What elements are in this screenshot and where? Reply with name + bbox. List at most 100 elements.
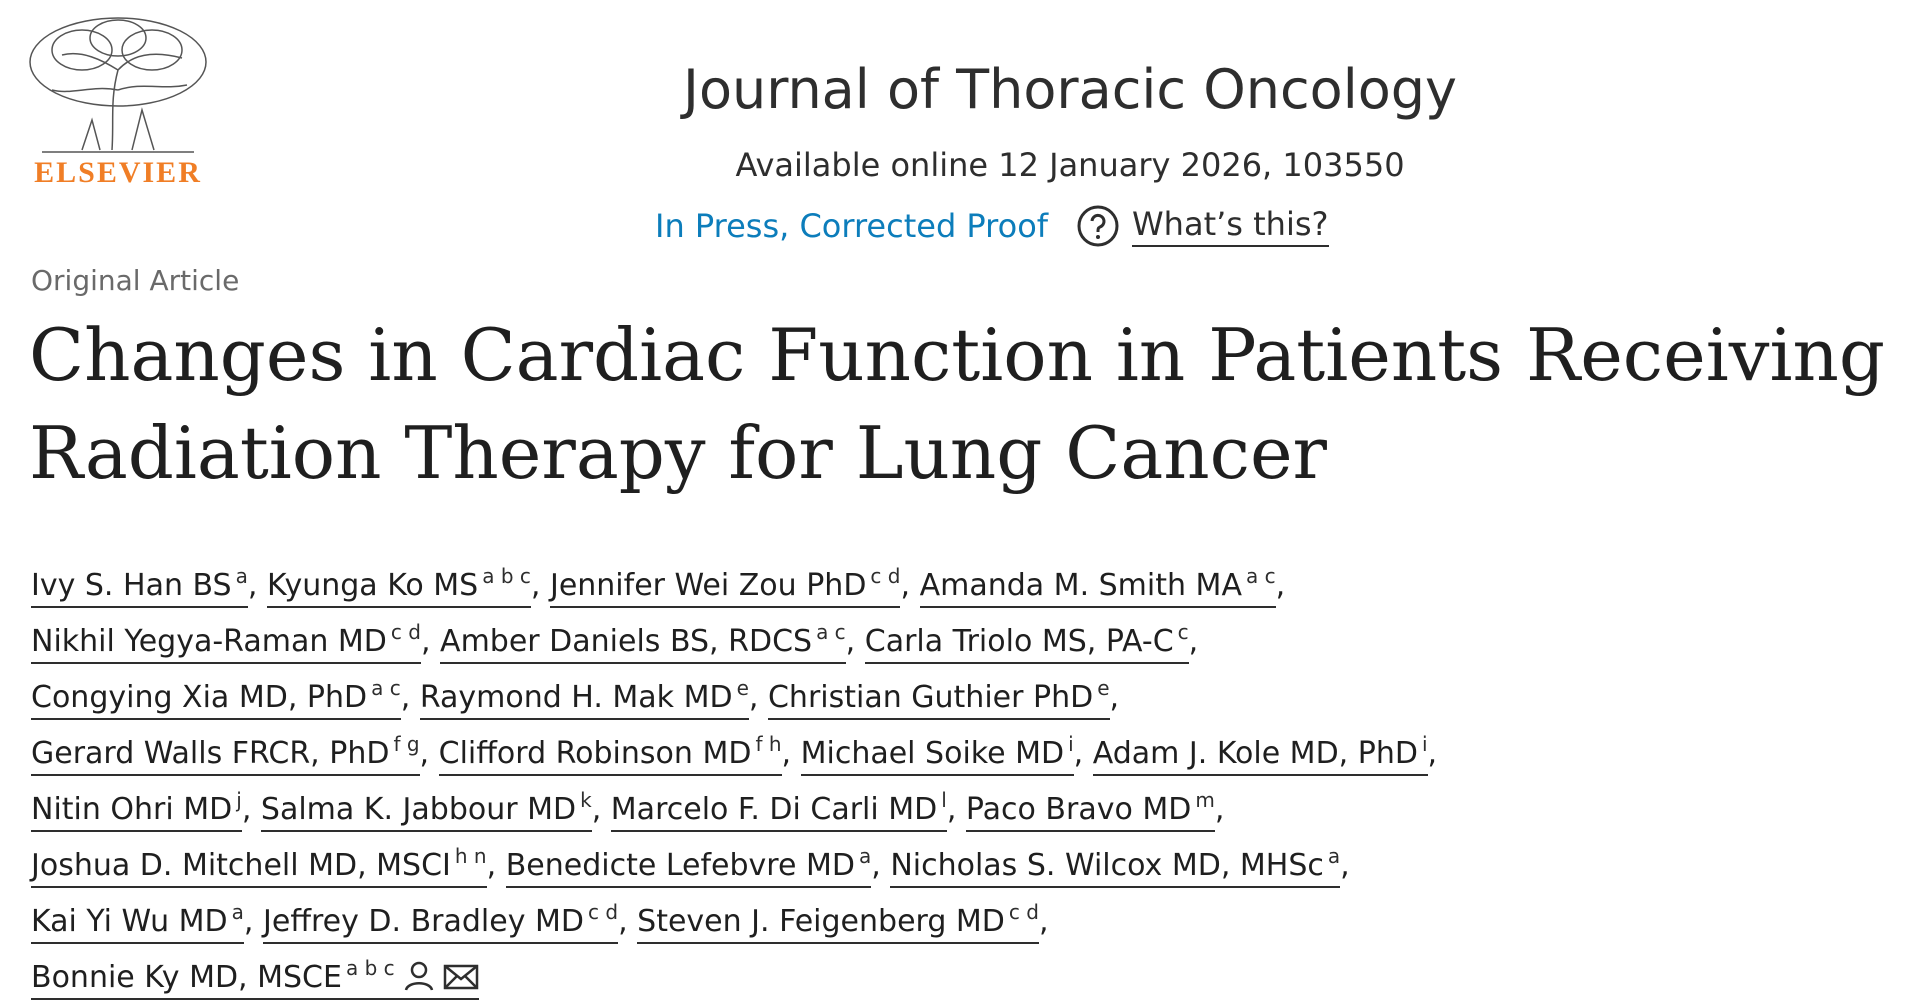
help-icon bbox=[1077, 205, 1119, 247]
author-line: Nitin Ohri MDj Salma K. Jabbour MDk Marc… bbox=[31, 772, 1437, 832]
journal-title[interactable]: Journal of Thoracic Oncology bbox=[683, 58, 1457, 121]
author-link[interactable]: Jennifer Wei Zou PhD c d bbox=[549, 564, 901, 608]
status-row: In Press, Corrected Proof What’s this? bbox=[655, 204, 1329, 248]
author-link[interactable]: Adam J. Kole MD, PhD i bbox=[1092, 732, 1428, 776]
article-title: Changes in Cardiac Function in Patients … bbox=[29, 313, 1885, 495]
author-link[interactable]: Ivy S. Han BS a bbox=[31, 564, 248, 608]
author-affiliations: e bbox=[736, 676, 749, 700]
author-link[interactable]: Amanda M. Smith MA a c bbox=[919, 564, 1276, 608]
author-name[interactable]: Amber Daniels BS, RDCS bbox=[440, 624, 813, 659]
author-entry: Benedicte Lefebvre MD a bbox=[505, 844, 881, 888]
author-link[interactable]: Gerard Walls FRCR, PhD f g bbox=[31, 732, 420, 776]
publisher-logo[interactable]: ELSEVIER bbox=[22, 10, 214, 190]
author-affiliations: c bbox=[1177, 620, 1189, 644]
author-entry: Jeffrey D. Bradley MD c d bbox=[263, 900, 628, 944]
author-name[interactable]: Nicholas S. Wilcox MD, MHSc bbox=[890, 848, 1324, 883]
author-affiliations: l bbox=[941, 788, 947, 812]
author-link[interactable]: Kyunga Ko MS a b c bbox=[266, 564, 531, 608]
author-name[interactable]: Nikhil Yegya-Raman MD bbox=[31, 624, 387, 659]
author-affiliations: a c bbox=[1245, 564, 1276, 588]
author-affiliations: a bbox=[1327, 844, 1341, 868]
author-name[interactable]: Kai Yi Wu MD bbox=[31, 904, 228, 939]
author-entry: Adam J. Kole MD, PhD i bbox=[1092, 732, 1437, 776]
author-link[interactable]: Christian Guthier PhD e bbox=[767, 676, 1110, 720]
author-link[interactable]: Congying Xia MD, PhD a c bbox=[31, 676, 401, 720]
author-affiliations: c d bbox=[1008, 900, 1039, 924]
author-line: Kai Yi Wu MDa Jeffrey D. Bradley MDc d S… bbox=[31, 884, 1437, 944]
author-name[interactable]: Benedicte Lefebvre MD bbox=[505, 848, 855, 883]
author-name[interactable]: Jennifer Wei Zou PhD bbox=[549, 568, 867, 603]
author-line: Nikhil Yegya-Raman MDc d Amber Daniels B… bbox=[31, 604, 1437, 664]
author-name[interactable]: Paco Bravo MD bbox=[965, 792, 1192, 827]
author-link[interactable]: Nicholas S. Wilcox MD, MHSc a bbox=[890, 844, 1341, 888]
author-entry: Clifford Robinson MD f h bbox=[438, 732, 791, 776]
author-affiliations: a c bbox=[371, 676, 401, 700]
author-link[interactable]: Michael Soike MD i bbox=[800, 732, 1074, 776]
person-icon[interactable] bbox=[403, 961, 435, 991]
author-link[interactable]: Benedicte Lefebvre MD a bbox=[505, 844, 872, 888]
author-name[interactable]: Raymond H. Mak MD bbox=[419, 680, 733, 715]
author-link[interactable]: Raymond H. Mak MD e bbox=[419, 676, 749, 720]
email-icon[interactable] bbox=[443, 963, 479, 991]
author-link[interactable]: Paco Bravo MD m bbox=[965, 788, 1215, 832]
author-link[interactable]: Amber Daniels BS, RDCS a c bbox=[440, 620, 846, 664]
author-name[interactable]: Gerard Walls FRCR, PhD bbox=[31, 736, 390, 771]
author-affiliations: f h bbox=[755, 732, 782, 756]
author-link[interactable]: Steven J. Feigenberg MD c d bbox=[637, 900, 1039, 944]
author-link[interactable]: Marcelo F. Di Carli MD l bbox=[610, 788, 947, 832]
publisher-name: ELSEVIER bbox=[34, 156, 202, 189]
author-name[interactable]: Marcelo F. Di Carli MD bbox=[610, 792, 938, 827]
author-link[interactable]: Clifford Robinson MD f h bbox=[438, 732, 782, 776]
author-entry: Bonnie Ky MD, MSCE a b c bbox=[31, 956, 479, 1000]
author-link[interactable]: Nitin Ohri MD j bbox=[31, 788, 242, 832]
author-affiliations: a bbox=[858, 844, 872, 868]
author-entry: Carla Triolo MS, PA-C c bbox=[864, 620, 1198, 664]
author-entry: Congying Xia MD, PhD a c bbox=[31, 676, 410, 720]
author-link[interactable]: Carla Triolo MS, PA-C c bbox=[864, 620, 1189, 664]
author-affiliations: e bbox=[1097, 676, 1110, 700]
author-name[interactable]: Joshua D. Mitchell MD, MSCI bbox=[31, 848, 451, 883]
author-link[interactable]: Kai Yi Wu MD a bbox=[31, 900, 244, 944]
author-name[interactable]: Adam J. Kole MD, PhD bbox=[1092, 736, 1418, 771]
author-entry: Joshua D. Mitchell MD, MSCI h n bbox=[31, 844, 496, 888]
author-link[interactable]: Bonnie Ky MD, MSCE a b c bbox=[31, 956, 479, 1000]
author-name[interactable]: Steven J. Feigenberg MD bbox=[637, 904, 1005, 939]
author-name[interactable]: Jeffrey D. Bradley MD bbox=[263, 904, 584, 939]
author-name[interactable]: Carla Triolo MS, PA-C bbox=[864, 624, 1174, 659]
author-name[interactable]: Congying Xia MD, PhD bbox=[31, 680, 368, 715]
author-name[interactable]: Nitin Ohri MD bbox=[31, 792, 233, 827]
author-entry: Amanda M. Smith MA a c bbox=[919, 564, 1285, 608]
author-affiliations: a b c bbox=[482, 564, 531, 588]
author-name[interactable]: Kyunga Ko MS bbox=[266, 568, 479, 603]
author-entry: Nicholas S. Wilcox MD, MHSc a bbox=[890, 844, 1350, 888]
author-name[interactable]: Christian Guthier PhD bbox=[767, 680, 1094, 715]
author-name[interactable]: Salma K. Jabbour MD bbox=[260, 792, 577, 827]
author-entry: Gerard Walls FRCR, PhD f g bbox=[31, 732, 429, 776]
author-affiliations: m bbox=[1195, 788, 1215, 812]
author-name[interactable]: Clifford Robinson MD bbox=[438, 736, 752, 771]
author-name[interactable]: Amanda M. Smith MA bbox=[919, 568, 1242, 603]
author-link[interactable]: Nikhil Yegya-Raman MD c d bbox=[31, 620, 421, 664]
author-link[interactable]: Salma K. Jabbour MD k bbox=[260, 788, 592, 832]
article-status: In Press, Corrected Proof bbox=[655, 207, 1049, 245]
article-type: Original Article bbox=[31, 264, 240, 297]
author-line: Ivy S. Han BSa Kyunga Ko MSa b c Jennife… bbox=[31, 548, 1437, 608]
author-affiliations: c d bbox=[390, 620, 421, 644]
logo-tree bbox=[29, 17, 207, 153]
help-link[interactable]: What’s this? bbox=[1076, 204, 1329, 248]
author-name[interactable]: Bonnie Ky MD, MSCE bbox=[31, 960, 342, 995]
author-name[interactable]: Michael Soike MD bbox=[800, 736, 1065, 771]
author-affiliations: c d bbox=[870, 564, 901, 588]
author-link[interactable]: Joshua D. Mitchell MD, MSCI h n bbox=[31, 844, 487, 888]
author-entry: Raymond H. Mak MD e bbox=[419, 676, 758, 720]
author-name[interactable]: Ivy S. Han BS bbox=[31, 568, 232, 603]
author-link[interactable]: Jeffrey D. Bradley MD c d bbox=[263, 900, 619, 944]
author-affiliations: f g bbox=[393, 732, 420, 756]
author-affiliations: a b c bbox=[345, 956, 395, 980]
help-text[interactable]: What’s this? bbox=[1132, 205, 1329, 247]
author-entry: Paco Bravo MD m bbox=[965, 788, 1224, 832]
author-affiliations: a c bbox=[816, 620, 846, 644]
